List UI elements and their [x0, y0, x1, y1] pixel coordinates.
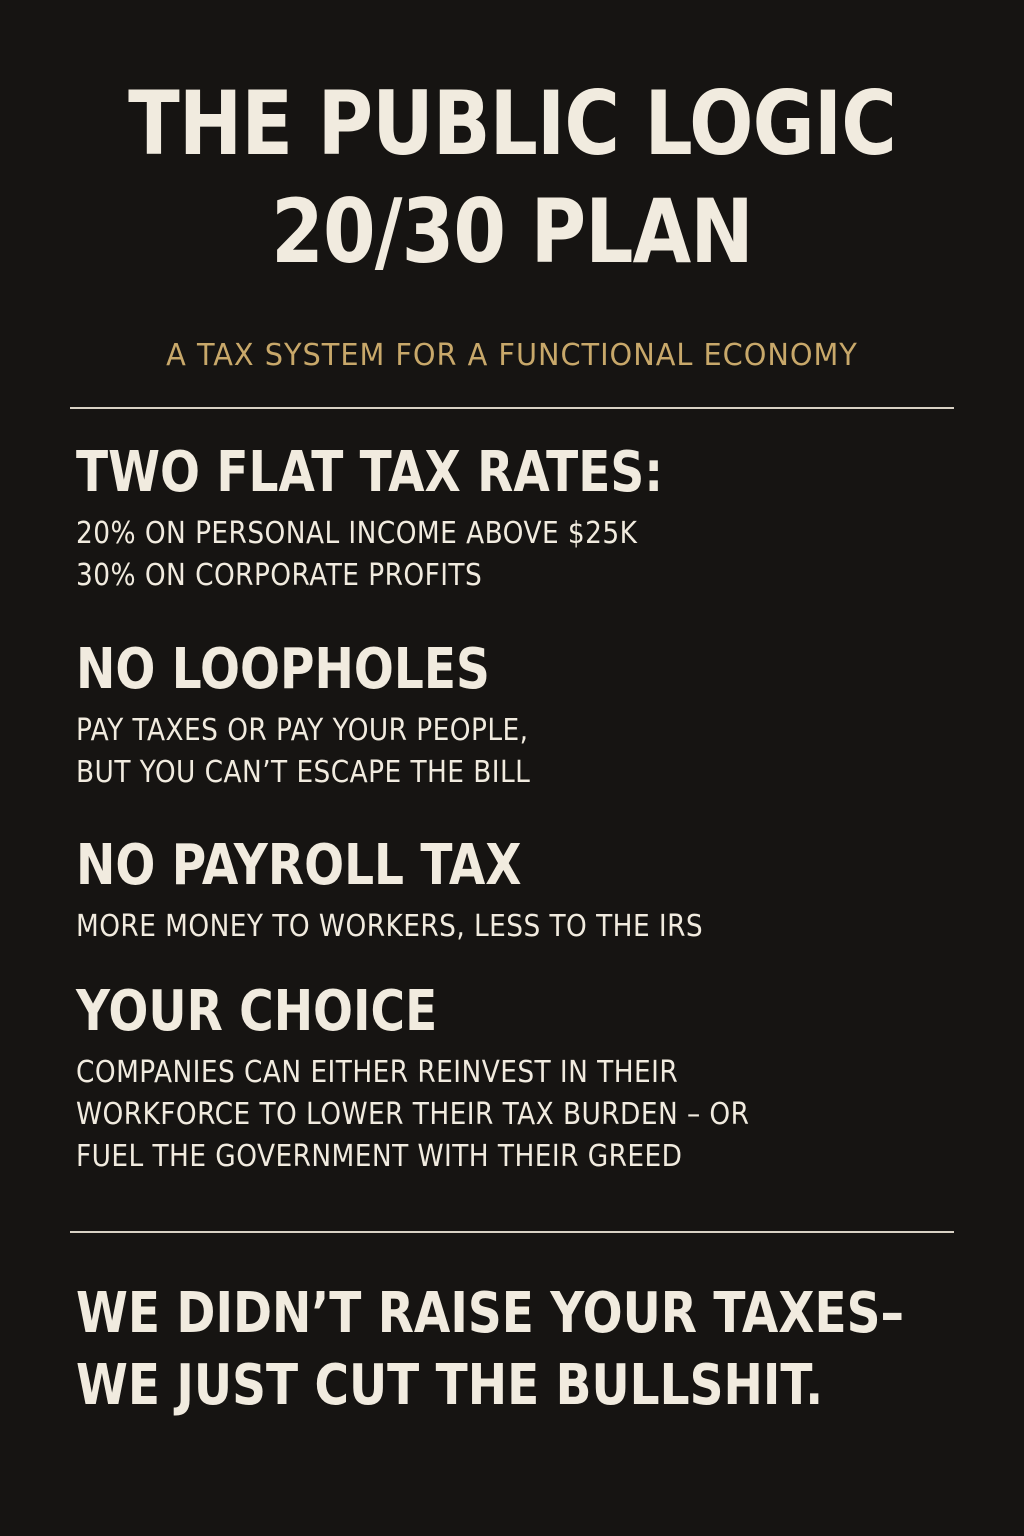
- top-divider: [70, 407, 954, 409]
- section-flat-tax-rates: TWO FLAT TAX RATES: 20% ON PERSONAL INCO…: [76, 443, 976, 597]
- bottom-divider: [70, 1231, 954, 1233]
- section-heading: NO LOOPHOLES: [76, 637, 490, 702]
- section-line: 30% ON CORPORATE PROFITS: [76, 558, 483, 593]
- closing-statement: WE DIDN’T RAISE YOUR TAXES– WE JUST CUT …: [76, 1278, 905, 1422]
- section-no-loopholes: NO LOOPHOLES PAY TAXES OR PAY YOUR PEOPL…: [76, 640, 976, 794]
- section-no-payroll-tax: NO PAYROLL TAX MORE MONEY TO WORKERS, LE…: [76, 836, 976, 948]
- closing-line-1: WE DIDN’T RAISE YOUR TAXES–: [76, 1281, 905, 1346]
- poster-title: THE PUBLIC LOGIC 20/30 PLAN: [72, 70, 953, 286]
- closing-line-2: WE JUST CUT THE BULLSHIT.: [76, 1353, 824, 1418]
- section-line: 20% ON PERSONAL INCOME ABOVE $25K: [76, 516, 638, 551]
- title-line-2: 20/30 PLAN: [271, 180, 753, 283]
- section-heading: YOUR CHOICE: [76, 979, 438, 1044]
- section-line: PAY TAXES OR PAY YOUR PEOPLE,: [76, 713, 529, 748]
- section-line: WORKFORCE TO LOWER THEIR TAX BURDEN – OR: [76, 1097, 750, 1132]
- section-heading: NO PAYROLL TAX: [76, 833, 522, 898]
- title-line-1: THE PUBLIC LOGIC: [128, 72, 897, 175]
- poster-subtitle: A TAX SYSTEM FOR A FUNCTIONAL ECONOMY: [166, 338, 858, 373]
- section-line: MORE MONEY TO WORKERS, LESS TO THE IRS: [76, 909, 704, 944]
- section-line: BUT YOU CAN’T ESCAPE THE BILL: [76, 755, 531, 790]
- section-line: FUEL THE GOVERNMENT WITH THEIR GREED: [76, 1139, 683, 1174]
- section-your-choice: YOUR CHOICE COMPANIES CAN EITHER REINVES…: [76, 982, 976, 1178]
- section-line: COMPANIES CAN EITHER REINVEST IN THEIR: [76, 1055, 679, 1090]
- section-heading: TWO FLAT TAX RATES:: [76, 440, 664, 505]
